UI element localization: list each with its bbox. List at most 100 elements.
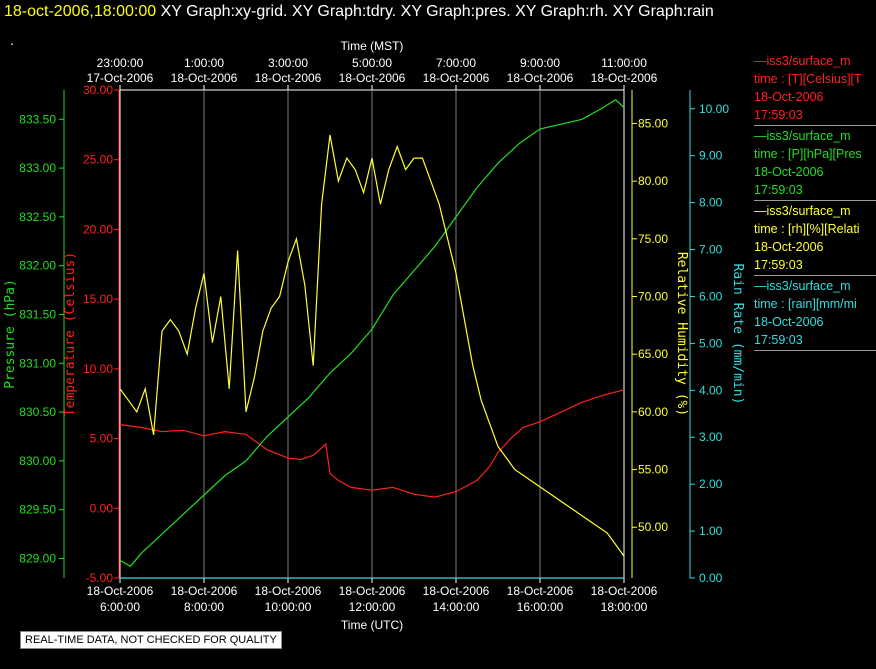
x-top-tick-label: 18-Oct-2006 [423, 71, 490, 85]
y-tick-label: 832.50 [19, 210, 56, 224]
window-title-bar: 18-oct-2006,18:00:00 XY Graph:xy-grid. X… [0, 0, 876, 26]
legend-entry-field: time : [P][hPa][Pres [754, 147, 862, 161]
legend-entry-field: time : [rain][mm/mi [754, 297, 857, 311]
y-tick-label: 5.00 [699, 336, 723, 350]
y-tick-label: 2.00 [699, 477, 723, 491]
x-tick-label: 18:00:00 [601, 600, 648, 614]
x-top-tick-label: 5:00:00 [352, 56, 392, 70]
y-tick-label: 10.00 [699, 102, 729, 116]
legend-entry-temperature[interactable]: —iss3/surface_m time : [T][Celsius][T 18… [754, 52, 876, 126]
y-axis-title: Relative Humidity (%) [674, 252, 689, 416]
y-tick-label: 80.00 [638, 174, 668, 188]
x-tick-label: 8:00:00 [184, 600, 224, 614]
series-line [119, 389, 625, 498]
y-tick-label: 55.00 [638, 463, 668, 477]
x-tick-label: 18-Oct-2006 [171, 584, 238, 598]
legend-entry-name: —iss3/surface_m [754, 54, 851, 68]
quality-warning-badge: REAL-TIME DATA, NOT CHECKED FOR QUALITY [20, 631, 282, 649]
legend-entry-time: 17:59:03 [754, 108, 803, 122]
y-tick-label: 833.50 [19, 112, 56, 126]
legend-panel: —iss3/surface_m time : [T][Celsius][T 18… [754, 52, 876, 352]
y-tick-label: 60.00 [638, 405, 668, 419]
x-top-tick-label: 18-Oct-2006 [255, 71, 322, 85]
legend-entry-date: 18-Oct-2006 [754, 240, 824, 254]
x-top-tick-label: 18-Oct-2006 [339, 71, 406, 85]
y-tick-label: 70.00 [638, 290, 668, 304]
legend-entry-pressure[interactable]: —iss3/surface_m time : [P][hPa][Pres 18-… [754, 127, 876, 201]
legend-entry-field: time : [rh][%][Relati [754, 222, 860, 236]
y-tick-label: 85.00 [638, 116, 668, 130]
y-tick-label: 832.00 [19, 259, 56, 273]
legend-entry-date: 18-Oct-2006 [754, 165, 824, 179]
y-tick-label: 831.50 [19, 307, 56, 321]
x-tick-label: 18-Oct-2006 [87, 584, 154, 598]
y-tick-label: 829.00 [19, 551, 56, 565]
series-line [119, 134, 625, 557]
legend-entry-date: 18-Oct-2006 [754, 90, 824, 104]
y-axis-title: Temperature (Celsius) [63, 252, 78, 416]
legend-entry-rain[interactable]: —iss3/surface_m time : [rain][mm/mi 18-O… [754, 277, 876, 351]
header-graph-list: XY Graph:xy-grid. XY Graph:tdry. XY Grap… [160, 3, 714, 20]
x-top-tick-label: 3:00:00 [268, 56, 308, 70]
y-tick-label: 75.00 [638, 232, 668, 246]
legend-entry-humidity[interactable]: —iss3/surface_m time : [rh][%][Relati 18… [754, 202, 876, 276]
y-tick-label: 829.50 [19, 503, 56, 517]
x-tick-label: 12:00:00 [349, 600, 396, 614]
x-tick-label: 16:00:00 [517, 600, 564, 614]
x-tick-label: 14:00:00 [433, 600, 480, 614]
x-top-tick-label: 1:00:00 [184, 56, 224, 70]
x-top-tick-label: 17-Oct-2006 [87, 71, 154, 85]
y-tick-label: 3.00 [699, 430, 723, 444]
y-tick-label: 65.00 [638, 347, 668, 361]
x-tick-label: 10:00:00 [265, 600, 312, 614]
x-top-tick-label: 23:00:00 [97, 56, 144, 70]
x-top-tick-label: 18-Oct-2006 [591, 71, 658, 85]
y-tick-label: 830.50 [19, 405, 56, 419]
header-timestamp: 18-oct-2006,18:00:00 [4, 3, 157, 20]
x-tick-label: 18-Oct-2006 [507, 584, 574, 598]
x-top-axis-title: Time (MST) [341, 39, 404, 53]
y-axis-title: Rain Rate (mm/min) [730, 264, 745, 405]
legend-entry-name: —iss3/surface_m [754, 279, 851, 293]
y-tick-label: 0.00 [699, 571, 723, 585]
x-tick-label: 6:00:00 [100, 600, 140, 614]
legend-entry-field: time : [T][Celsius][T [754, 72, 862, 86]
y-tick-label: 50.00 [638, 520, 668, 534]
y-tick-label: 4.00 [699, 383, 723, 397]
y-tick-label: 8.00 [699, 196, 723, 210]
y-tick-label: 5.00 [90, 432, 114, 446]
status-dot: . [10, 32, 14, 48]
y-tick-label: -5.00 [86, 571, 114, 585]
x-tick-label: 18-Oct-2006 [591, 584, 658, 598]
x-top-tick-label: 18-Oct-2006 [507, 71, 574, 85]
y-tick-label: 831.00 [19, 356, 56, 370]
x-top-tick-label: 11:00:00 [601, 56, 647, 70]
x-top-tick-label: 9:00:00 [520, 56, 560, 70]
y-tick-label: 15.00 [83, 292, 113, 306]
x-tick-label: 18-Oct-2006 [423, 584, 490, 598]
y-tick-label: 7.00 [699, 243, 723, 257]
series-line [119, 99, 625, 568]
legend-entry-time: 17:59:03 [754, 333, 803, 347]
legend-entry-time: 17:59:03 [754, 258, 803, 272]
y-tick-label: 25.00 [83, 153, 113, 167]
y-tick-label: 1.00 [699, 524, 723, 538]
legend-entry-date: 18-Oct-2006 [754, 315, 824, 329]
y-tick-label: 6.00 [699, 289, 723, 303]
y-tick-label: 830.00 [19, 454, 56, 468]
y-tick-label: 10.00 [83, 362, 113, 376]
x-axis-title: Time (UTC) [341, 618, 403, 632]
y-tick-label: 0.00 [90, 501, 114, 515]
legend-entry-name: —iss3/surface_m [754, 129, 851, 143]
y-tick-label: 30.00 [83, 83, 113, 97]
legend-entry-time: 17:59:03 [754, 183, 803, 197]
x-top-tick-label: 7:00:00 [436, 56, 476, 70]
x-tick-label: 18-Oct-2006 [339, 584, 406, 598]
x-top-tick-label: 18-Oct-2006 [171, 71, 238, 85]
legend-entry-name: —iss3/surface_m [754, 204, 851, 218]
y-tick-label: 20.00 [83, 222, 113, 236]
y-tick-label: 9.00 [699, 149, 723, 163]
y-axis-title: Pressure (hPa) [3, 279, 18, 389]
x-tick-label: 18-Oct-2006 [255, 584, 322, 598]
